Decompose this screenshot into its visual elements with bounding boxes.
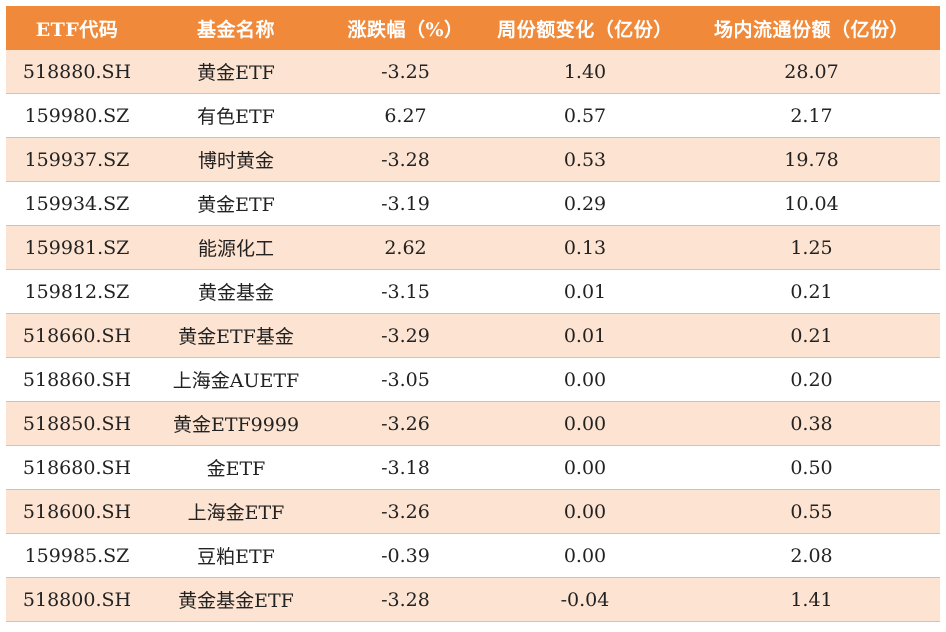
cell-weekly-share-change: 0.00 [487, 357, 683, 402]
cell-floating-shares: 0.21 [683, 313, 940, 358]
cell-etf-code: 159980.SZ [6, 93, 148, 138]
table-row: 518880.SH 黄金ETF -3.25 1.40 28.07 [6, 50, 940, 94]
cell-floating-shares: 28.07 [683, 50, 940, 94]
cell-change-pct: -3.28 [324, 577, 487, 622]
cell-change-pct: -3.28 [324, 137, 487, 182]
cell-fund-name: 黄金ETF [148, 181, 324, 226]
cell-fund-name: 上海金ETF [148, 489, 324, 534]
table-row: 159980.SZ 有色ETF 6.27 0.57 2.17 [6, 93, 940, 138]
cell-change-pct: 2.62 [324, 225, 487, 270]
cell-change-pct: -0.39 [324, 533, 487, 578]
cell-etf-code: 159985.SZ [6, 533, 148, 578]
table-row: 159812.SZ 黄金基金 -3.15 0.01 0.21 [6, 269, 940, 314]
table-row: 518850.SH 黄金ETF9999 -3.26 0.00 0.38 [6, 401, 940, 446]
table-row: 159934.SZ 黄金ETF -3.19 0.29 10.04 [6, 181, 940, 226]
cell-weekly-share-change: 0.00 [487, 445, 683, 490]
cell-weekly-share-change: 0.01 [487, 269, 683, 314]
table-row: 518600.SH 上海金ETF -3.26 0.00 0.55 [6, 489, 940, 534]
cell-fund-name: 黄金ETF9999 [148, 401, 324, 446]
cell-etf-code: 518660.SH [6, 313, 148, 358]
cell-floating-shares: 0.20 [683, 357, 940, 402]
cell-weekly-share-change: -0.04 [487, 577, 683, 622]
cell-etf-code: 518850.SH [6, 401, 148, 446]
cell-floating-shares: 1.41 [683, 577, 940, 622]
cell-etf-code: 518880.SH [6, 50, 148, 94]
cell-etf-code: 518600.SH [6, 489, 148, 534]
cell-etf-code: 518800.SH [6, 577, 148, 622]
cell-etf-code: 159981.SZ [6, 225, 148, 270]
header-change-pct: 涨跌幅（%） [324, 6, 487, 50]
cell-weekly-share-change: 0.01 [487, 313, 683, 358]
cell-fund-name: 上海金AUETF [148, 357, 324, 402]
cell-floating-shares: 19.78 [683, 137, 940, 182]
cell-fund-name: 黄金基金 [148, 269, 324, 314]
cell-change-pct: 6.27 [324, 93, 487, 138]
cell-change-pct: -3.05 [324, 357, 487, 402]
cell-fund-name: 金ETF [148, 445, 324, 490]
cell-change-pct: -3.25 [324, 50, 487, 94]
header-etf-code: ETF代码 [6, 6, 148, 50]
table-row: 518680.SH 金ETF -3.18 0.00 0.50 [6, 445, 940, 490]
cell-change-pct: -3.29 [324, 313, 487, 358]
cell-weekly-share-change: 0.29 [487, 181, 683, 226]
cell-weekly-share-change: 1.40 [487, 50, 683, 94]
cell-change-pct: -3.15 [324, 269, 487, 314]
cell-etf-code: 159812.SZ [6, 269, 148, 314]
table-row: 159937.SZ 博时黄金 -3.28 0.53 19.78 [6, 137, 940, 182]
cell-etf-code: 159934.SZ [6, 181, 148, 226]
cell-change-pct: -3.26 [324, 489, 487, 534]
cell-weekly-share-change: 0.57 [487, 93, 683, 138]
etf-table: ETF代码 基金名称 涨跌幅（%） 周份额变化（亿份） 场内流通份额（亿份） 5… [6, 6, 940, 622]
cell-fund-name: 黄金基金ETF [148, 577, 324, 622]
table-body: 518880.SH 黄金ETF -3.25 1.40 28.07 159980.… [6, 50, 940, 622]
cell-floating-shares: 2.17 [683, 93, 940, 138]
cell-weekly-share-change: 0.00 [487, 489, 683, 534]
table-row: 159985.SZ 豆粕ETF -0.39 0.00 2.08 [6, 533, 940, 578]
cell-weekly-share-change: 0.00 [487, 533, 683, 578]
cell-change-pct: -3.26 [324, 401, 487, 446]
cell-fund-name: 有色ETF [148, 93, 324, 138]
header-row: ETF代码 基金名称 涨跌幅（%） 周份额变化（亿份） 场内流通份额（亿份） [6, 6, 940, 50]
cell-fund-name: 黄金ETF [148, 50, 324, 94]
cell-floating-shares: 2.08 [683, 533, 940, 578]
header-weekly-share-change: 周份额变化（亿份） [487, 6, 683, 50]
cell-floating-shares: 1.25 [683, 225, 940, 270]
cell-weekly-share-change: 0.53 [487, 137, 683, 182]
table-header: ETF代码 基金名称 涨跌幅（%） 周份额变化（亿份） 场内流通份额（亿份） [6, 6, 940, 50]
cell-floating-shares: 0.55 [683, 489, 940, 534]
cell-change-pct: -3.19 [324, 181, 487, 226]
cell-etf-code: 518680.SH [6, 445, 148, 490]
cell-floating-shares: 10.04 [683, 181, 940, 226]
table-row: 518860.SH 上海金AUETF -3.05 0.00 0.20 [6, 357, 940, 402]
cell-floating-shares: 0.21 [683, 269, 940, 314]
cell-etf-code: 518860.SH [6, 357, 148, 402]
cell-floating-shares: 0.38 [683, 401, 940, 446]
cell-weekly-share-change: 0.00 [487, 401, 683, 446]
cell-change-pct: -3.18 [324, 445, 487, 490]
header-floating-shares: 场内流通份额（亿份） [683, 6, 940, 50]
cell-weekly-share-change: 0.13 [487, 225, 683, 270]
table-row: 159981.SZ 能源化工 2.62 0.13 1.25 [6, 225, 940, 270]
table-row: 518800.SH 黄金基金ETF -3.28 -0.04 1.41 [6, 577, 940, 622]
table-row: 518660.SH 黄金ETF基金 -3.29 0.01 0.21 [6, 313, 940, 358]
header-fund-name: 基金名称 [148, 6, 324, 50]
cell-floating-shares: 0.50 [683, 445, 940, 490]
cell-fund-name: 博时黄金 [148, 137, 324, 182]
cell-fund-name: 黄金ETF基金 [148, 313, 324, 358]
cell-etf-code: 159937.SZ [6, 137, 148, 182]
cell-fund-name: 豆粕ETF [148, 533, 324, 578]
cell-fund-name: 能源化工 [148, 225, 324, 270]
